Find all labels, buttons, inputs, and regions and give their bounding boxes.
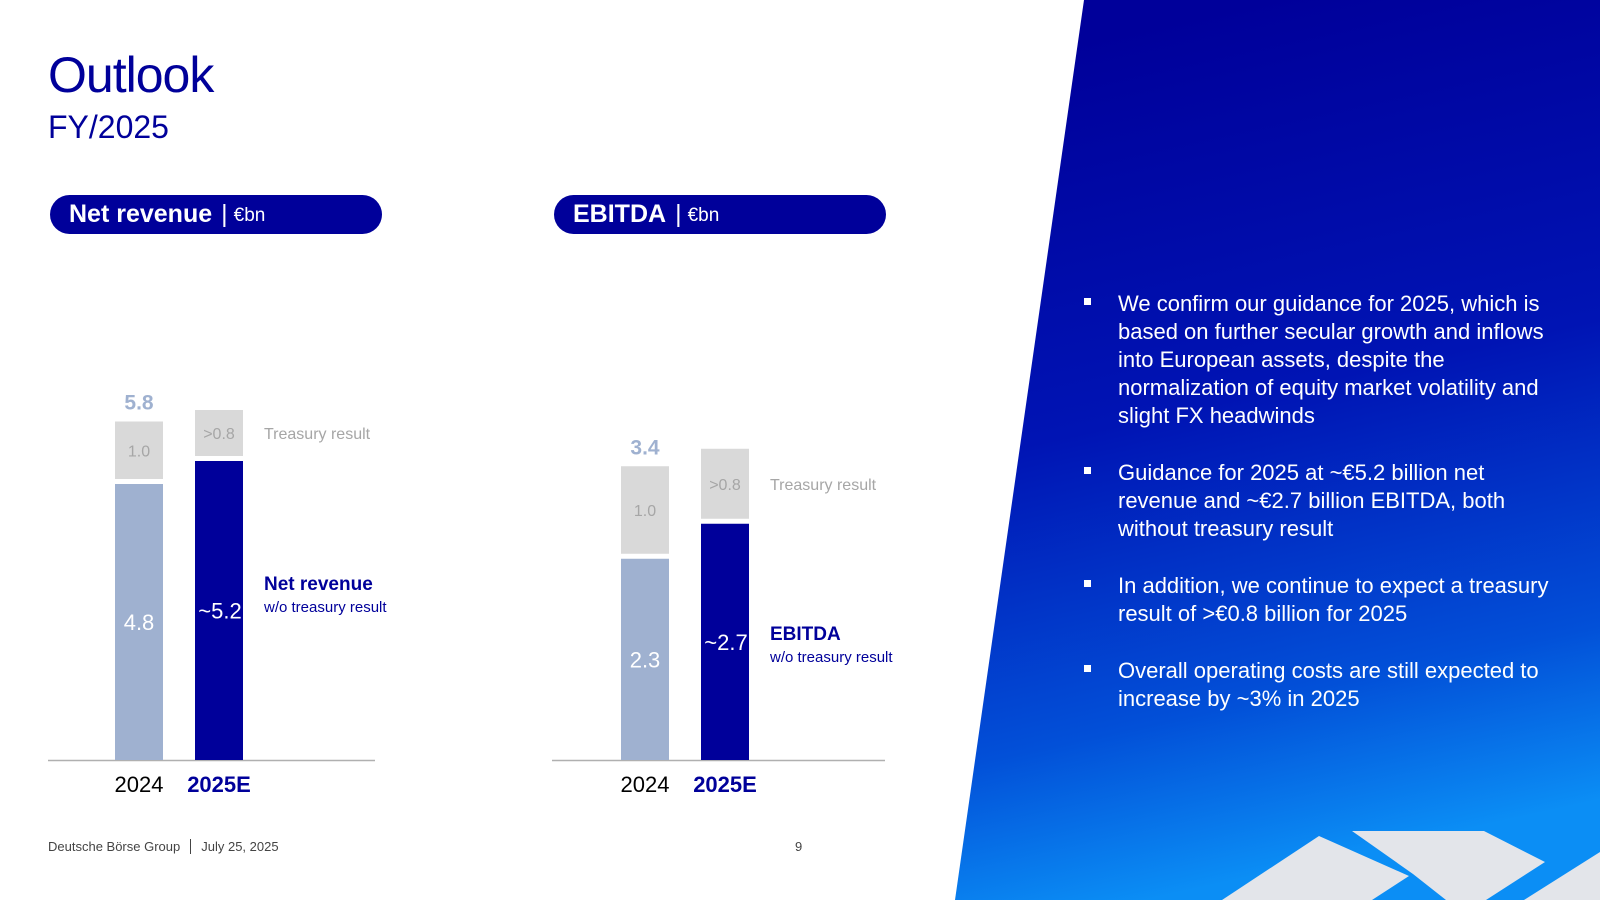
bullet-square-icon <box>1084 665 1091 672</box>
bar-2025e-treasury <box>195 410 243 456</box>
bar-2024-treasury <box>115 421 163 479</box>
bar-2024-treasury <box>621 466 669 554</box>
page-number: 9 <box>795 839 803 854</box>
bullet-text: In addition, we continue to expect a tre… <box>1118 573 1549 626</box>
series-annotation-main: EBITDA <box>770 624 841 645</box>
series-annotation-main: Net revenue <box>264 574 373 595</box>
logo-chevron-shape-1 <box>1222 836 1409 900</box>
bar-value-label: ~5.2 <box>198 599 241 624</box>
category-label: 2025E <box>187 772 251 797</box>
bar-2024-base <box>115 484 163 760</box>
slide-title: Outlook <box>48 47 214 103</box>
treasury-series-label: Treasury result <box>770 477 877 494</box>
treasury-value-label: >0.8 <box>203 426 235 443</box>
chart-unit: €bn <box>233 205 266 226</box>
bullet-item: Guidance for 2025 at ~€5.2 billion net r… <box>1084 459 1558 543</box>
treasury-value-label: 1.0 <box>634 503 656 520</box>
series-annotation-sub: w/o treasury result <box>769 649 893 666</box>
treasury-value-label: >0.8 <box>709 477 741 494</box>
bullet-square-icon <box>1084 467 1091 474</box>
total-value-label: 3.4 <box>630 436 660 459</box>
key-messages-list: We confirm our guidance for 2025, which … <box>1084 290 1558 742</box>
treasury-series-label: Treasury result <box>264 426 371 443</box>
chart-title: EBITDA <box>573 200 667 228</box>
bullet-text: Guidance for 2025 at ~€5.2 billion net r… <box>1118 460 1506 541</box>
net-revenue-header-pill: Net revenue | €bn <box>50 195 382 234</box>
ebitda-chart: 2.3 1.0 3.4 2024 ~2.7 >0.8 2025E Treasury resul… <box>552 436 893 797</box>
bullet-item: In addition, we continue to expect a tre… <box>1084 572 1558 628</box>
bar-value-label: 2.3 <box>630 647 661 672</box>
total-value-label: 5.8 <box>124 392 154 415</box>
category-label: 2024 <box>621 772 670 797</box>
chart-title: Net revenue <box>69 200 213 228</box>
footer: Deutsche Börse Group July 25, 2025 <box>48 839 279 854</box>
bullet-square-icon <box>1084 298 1091 305</box>
net-revenue-chart: 4.8 1.0 5.8 2024 ~5.2 >0.8 2025E Treasury resul… <box>48 392 387 797</box>
bar-2025e-treasury <box>701 448 749 519</box>
bullet-item: We confirm our guidance for 2025, which … <box>1084 290 1558 430</box>
footer-company: Deutsche Börse Group <box>48 839 181 854</box>
footer-date: July 25, 2025 <box>201 839 279 854</box>
bar-value-label: 4.8 <box>124 610 155 635</box>
bullet-square-icon <box>1084 580 1091 587</box>
bar-value-label: ~2.7 <box>704 630 747 655</box>
treasury-value-label: 1.0 <box>128 443 150 460</box>
bar-2025e-base <box>701 523 749 760</box>
pill-separator: | <box>221 200 228 228</box>
logo-chevron-shape-3 <box>1524 852 1600 900</box>
bullet-item: Overall operating costs are still expect… <box>1084 657 1558 713</box>
chart-unit: €bn <box>687 205 720 226</box>
bar-2024-base <box>621 558 669 760</box>
bullet-text: We confirm our guidance for 2025, which … <box>1118 291 1544 428</box>
slide-subtitle: FY/2025 <box>48 109 169 145</box>
footer-separator <box>190 839 192 854</box>
series-annotation-sub: w/o treasury result <box>263 599 387 616</box>
ebitda-header-pill: EBITDA | €bn <box>554 195 886 234</box>
logo-chevron-shape-2 <box>1352 831 1545 900</box>
bar-2025e-base <box>195 461 243 760</box>
pill-separator: | <box>675 200 682 228</box>
category-label: 2024 <box>115 772 164 797</box>
category-label: 2025E <box>693 772 757 797</box>
bullet-text: Overall operating costs are still expect… <box>1118 658 1539 711</box>
